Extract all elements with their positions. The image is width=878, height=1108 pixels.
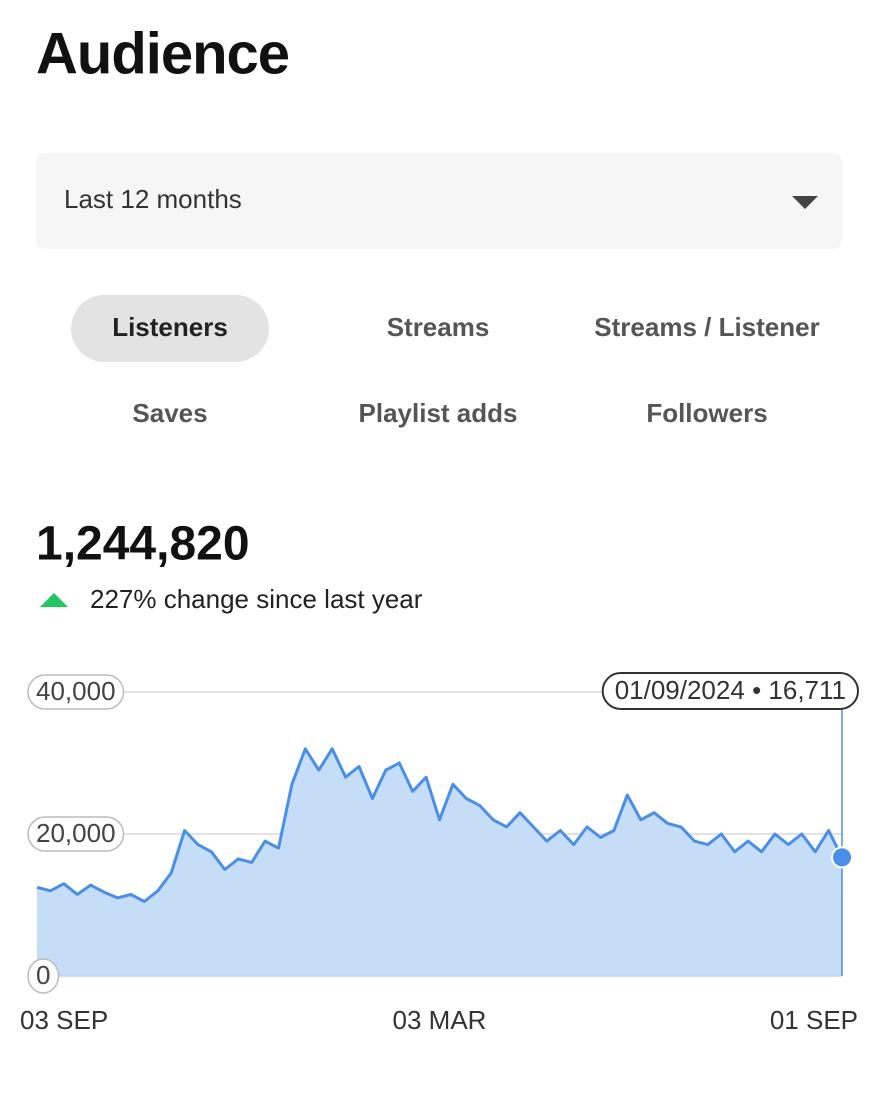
tooltip-value: 16,711	[768, 675, 846, 705]
tab-selected-bg[interactable]	[71, 295, 269, 362]
tab[interactable]: Listeners	[112, 312, 228, 342]
y-tick-label: 40,000	[36, 676, 116, 706]
up-arrow	[40, 593, 68, 607]
tooltip-date: 01/09/2024	[615, 675, 745, 705]
tooltip-text: 01/09/2024 • 16,711	[615, 675, 846, 705]
y-tick-label: 20,000	[36, 818, 116, 848]
point-marker	[831, 846, 853, 869]
y-tick-label: 0	[36, 960, 50, 990]
y-tick: 20,000	[27, 816, 125, 852]
tab[interactable]: Followers	[646, 398, 767, 428]
range-dropdown[interactable]	[36, 153, 842, 249]
x-tick-label: 01 SEP	[770, 1005, 858, 1035]
area-fill	[37, 748, 842, 976]
change-text: 227% change since last year	[90, 584, 423, 614]
x-tick-label: 03 SEP	[20, 1005, 108, 1035]
x-tick-label: 03 MAR	[393, 1005, 487, 1035]
y-tick: 40,000	[27, 674, 125, 710]
page-title: Audience	[36, 21, 289, 86]
y-tick-pill	[27, 816, 125, 852]
y-tick: 0	[27, 958, 60, 994]
tab[interactable]: Saves	[132, 398, 207, 428]
tooltip-separator: •	[752, 675, 761, 705]
tab[interactable]: Playlist adds	[359, 398, 518, 428]
total-value: 1,244,820	[36, 518, 250, 571]
dropdown-arrow[interactable]	[792, 196, 818, 209]
tooltip-pill	[601, 672, 859, 710]
tab[interactable]: Streams	[387, 312, 490, 342]
range-label[interactable]: Last 12 months	[64, 184, 242, 214]
tab[interactable]: Streams / Listener	[594, 312, 819, 342]
y-tick-pill	[27, 958, 60, 994]
y-tick-pill	[27, 674, 125, 710]
area-line	[36, 747, 844, 903]
